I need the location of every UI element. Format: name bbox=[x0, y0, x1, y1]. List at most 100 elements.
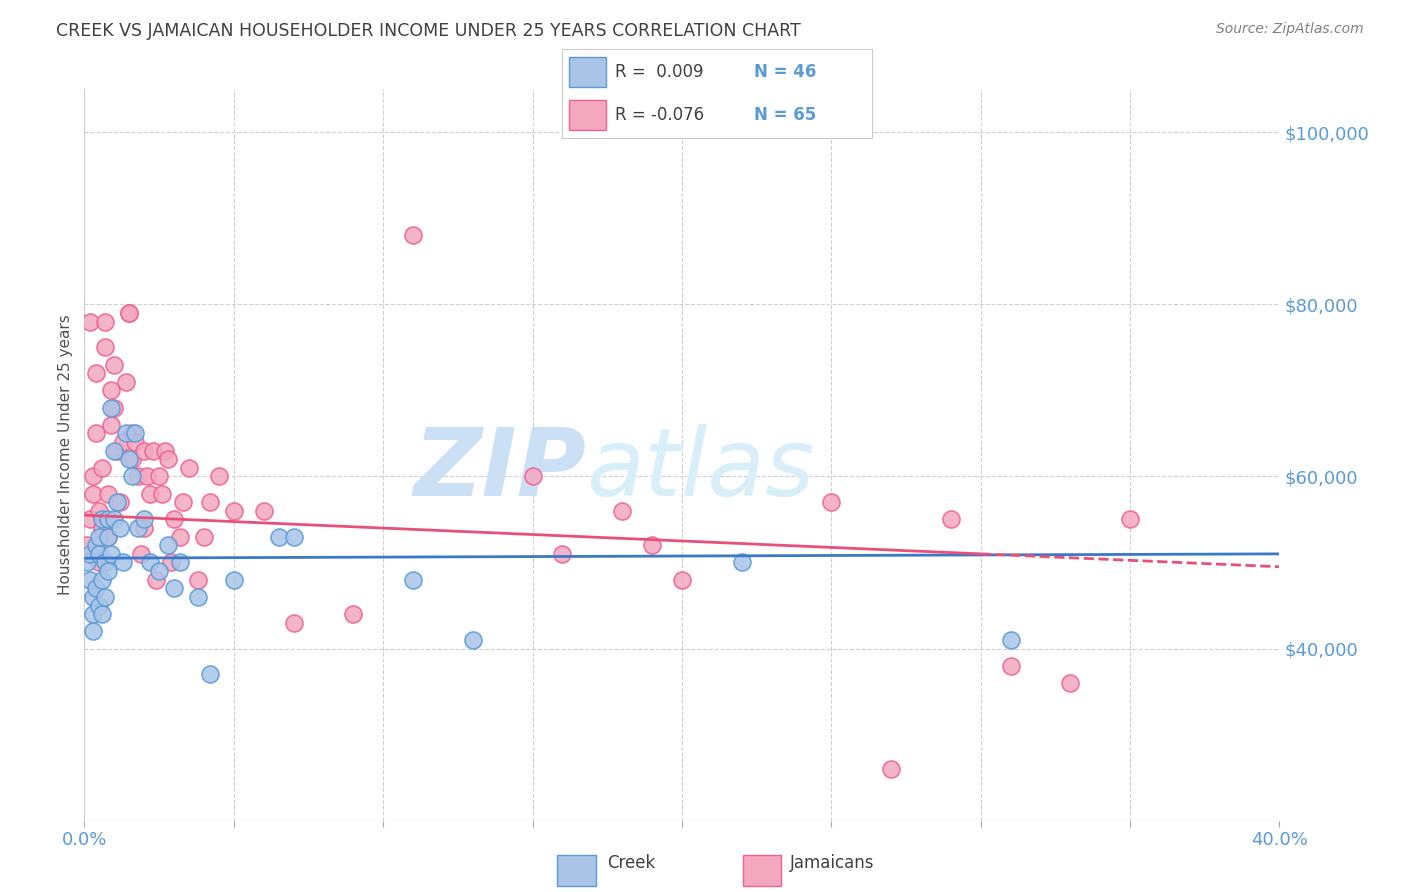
Point bbox=[939, 512, 962, 526]
Point bbox=[129, 547, 152, 561]
Point bbox=[100, 417, 122, 432]
Point bbox=[79, 314, 101, 328]
Point bbox=[1000, 658, 1022, 673]
Point bbox=[139, 556, 162, 570]
Point bbox=[103, 401, 125, 415]
Point bbox=[82, 486, 104, 500]
Point bbox=[76, 538, 98, 552]
Point bbox=[121, 452, 143, 467]
Text: N = 65: N = 65 bbox=[754, 106, 817, 124]
Point bbox=[148, 469, 170, 483]
Text: Jamaicans: Jamaicans bbox=[790, 855, 875, 872]
Point bbox=[79, 512, 101, 526]
Point bbox=[100, 384, 122, 398]
Point bbox=[222, 504, 245, 518]
Point bbox=[127, 521, 149, 535]
Point bbox=[208, 469, 231, 483]
Point bbox=[118, 306, 141, 320]
Point bbox=[163, 512, 186, 526]
Point bbox=[89, 556, 111, 570]
Text: ZIP: ZIP bbox=[413, 424, 586, 516]
Point bbox=[1059, 676, 1081, 690]
Point bbox=[105, 495, 128, 509]
Point bbox=[110, 521, 132, 535]
Point bbox=[193, 530, 215, 544]
Point bbox=[163, 582, 186, 596]
Point bbox=[136, 469, 159, 483]
Point bbox=[342, 607, 364, 621]
Point bbox=[103, 358, 125, 372]
FancyBboxPatch shape bbox=[742, 855, 782, 886]
FancyBboxPatch shape bbox=[568, 57, 606, 87]
Point bbox=[105, 443, 128, 458]
Point bbox=[89, 530, 111, 544]
Point bbox=[127, 469, 149, 483]
Point bbox=[198, 667, 221, 681]
Point bbox=[112, 556, 135, 570]
Point bbox=[402, 228, 425, 243]
Point bbox=[103, 512, 125, 526]
Point bbox=[641, 538, 664, 552]
Point bbox=[118, 452, 141, 467]
Point bbox=[115, 426, 138, 441]
Point bbox=[86, 366, 108, 380]
Point bbox=[82, 469, 104, 483]
Point bbox=[820, 495, 842, 509]
Point bbox=[150, 486, 173, 500]
Point bbox=[177, 460, 200, 475]
Point bbox=[145, 573, 167, 587]
Point bbox=[132, 443, 156, 458]
Point bbox=[97, 530, 120, 544]
Y-axis label: Householder Income Under 25 years: Householder Income Under 25 years bbox=[58, 315, 73, 595]
Point bbox=[76, 556, 98, 570]
Point bbox=[157, 538, 180, 552]
Point bbox=[1000, 632, 1022, 647]
Point bbox=[100, 401, 122, 415]
Point bbox=[94, 556, 117, 570]
Point bbox=[89, 504, 111, 518]
Point bbox=[222, 573, 245, 587]
Text: Creek: Creek bbox=[607, 855, 655, 872]
Point bbox=[82, 607, 104, 621]
Point bbox=[198, 495, 221, 509]
Point bbox=[172, 495, 194, 509]
Point bbox=[153, 443, 176, 458]
Point bbox=[82, 624, 104, 639]
Point bbox=[86, 538, 108, 552]
Point bbox=[551, 547, 574, 561]
Point bbox=[97, 486, 120, 500]
Point bbox=[86, 582, 108, 596]
Point bbox=[461, 632, 484, 647]
Point bbox=[79, 547, 101, 561]
Point bbox=[110, 495, 132, 509]
Point bbox=[880, 762, 903, 776]
Text: Source: ZipAtlas.com: Source: ZipAtlas.com bbox=[1216, 22, 1364, 37]
Point bbox=[142, 443, 165, 458]
Point bbox=[91, 460, 114, 475]
Point bbox=[1119, 512, 1142, 526]
Point bbox=[100, 547, 122, 561]
Point bbox=[157, 452, 180, 467]
Point bbox=[94, 340, 117, 354]
Point bbox=[91, 607, 114, 621]
Point bbox=[671, 573, 693, 587]
Point bbox=[132, 512, 156, 526]
Point bbox=[89, 599, 111, 613]
Point bbox=[121, 426, 143, 441]
Point bbox=[267, 530, 290, 544]
Point bbox=[187, 573, 209, 587]
FancyBboxPatch shape bbox=[557, 855, 596, 886]
Point bbox=[94, 590, 117, 604]
Point bbox=[86, 426, 108, 441]
Point bbox=[91, 521, 114, 535]
Point bbox=[283, 615, 305, 630]
Point bbox=[124, 426, 146, 441]
Point bbox=[97, 512, 120, 526]
Point bbox=[402, 573, 425, 587]
Point bbox=[91, 573, 114, 587]
Text: R = -0.076: R = -0.076 bbox=[614, 106, 704, 124]
Point bbox=[118, 306, 141, 320]
Point bbox=[610, 504, 633, 518]
Point bbox=[522, 469, 544, 483]
Point bbox=[148, 564, 170, 578]
